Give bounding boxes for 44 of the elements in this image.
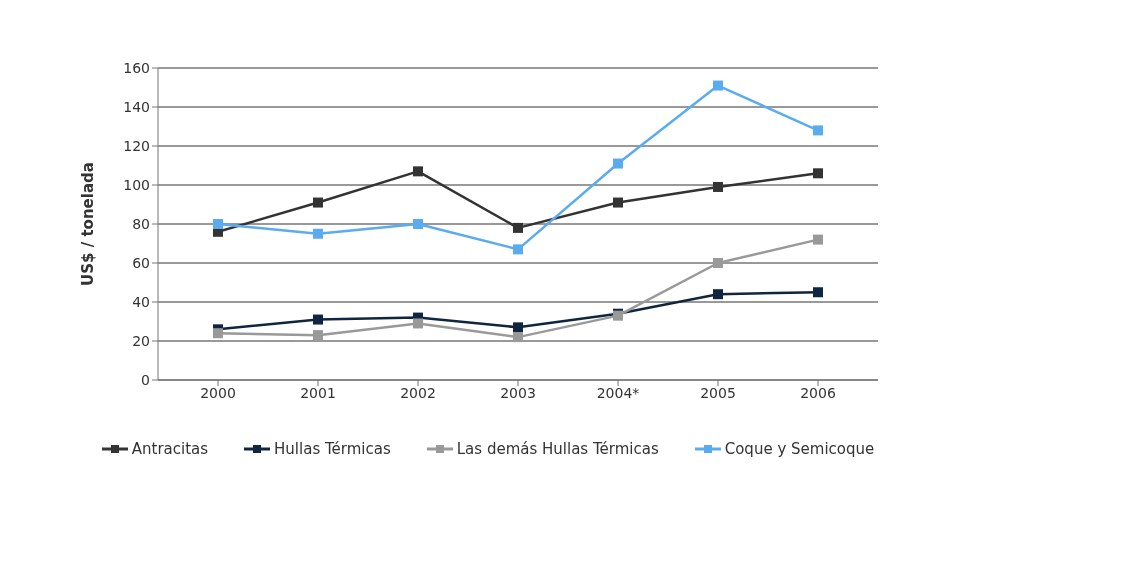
legend-label: Coque y Semicoque [723,440,875,458]
point [613,158,623,169]
y-tick-label: 100 [123,176,150,193]
point [213,328,223,339]
point [513,332,523,343]
y-tick-label: 140 [123,98,150,115]
point [413,166,423,177]
point [813,234,823,245]
y-tick-label: 120 [123,137,150,154]
point [513,222,523,233]
y-axis-title: US$ / tonelada [79,162,98,286]
x-tick-label: 2003 [500,384,536,401]
point [313,330,323,341]
point [713,80,723,91]
point [813,287,823,298]
point [813,168,823,179]
y-tick-label: 0 [141,371,150,388]
point [213,219,223,229]
point [513,244,523,255]
point [613,197,623,208]
y-tick-label: 160 [123,59,150,76]
point [813,125,823,136]
y-tick-label: 20 [132,332,150,349]
point [513,322,523,333]
legend-label: Antracitas [130,440,209,458]
x-tick-label: 2002 [400,384,436,401]
x-tick-label: 2005 [700,384,736,401]
x-tick-label: 2006 [800,384,836,401]
point [313,228,323,239]
legend-label: Hullas Térmicas [273,440,391,458]
point [313,197,323,208]
point [313,314,323,325]
y-tick-label: 40 [132,293,150,310]
x-tick-label: 2000 [200,384,236,401]
y-tick-label: 60 [132,254,150,271]
point [713,289,723,300]
x-tick-label: 2001 [300,384,336,401]
y-tick-label: 80 [132,215,150,232]
legend-label: Las demás Hullas Térmicas [455,440,659,458]
point [713,181,723,192]
point [413,318,423,329]
point [413,219,423,229]
point [713,258,723,268]
x-tick-label: 2004* [596,384,640,401]
